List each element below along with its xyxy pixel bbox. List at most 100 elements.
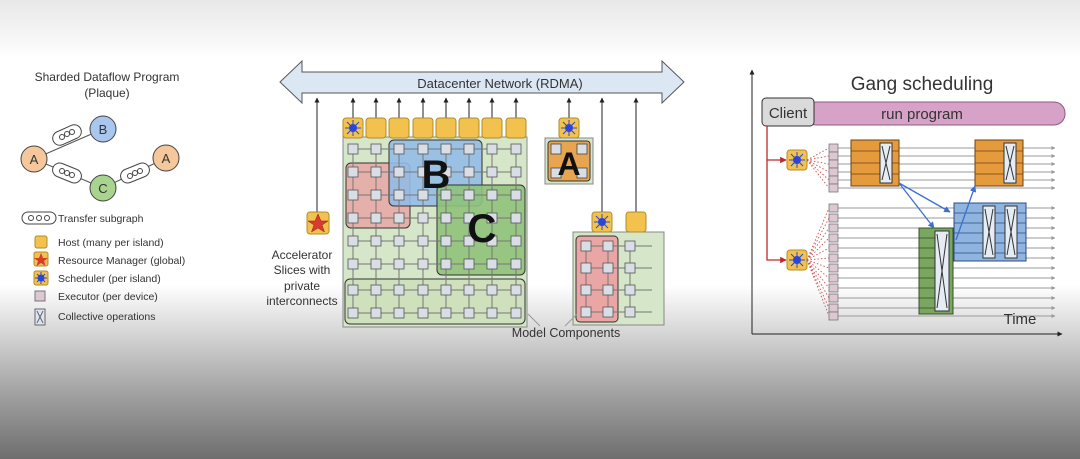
chip-large-0-4	[440, 143, 452, 155]
chip-large-4-3	[417, 235, 429, 247]
accelerator-label-3: private	[284, 279, 320, 293]
top-gradient-band	[0, 0, 1080, 58]
chip-large-5-1	[370, 258, 382, 270]
chip-large-1-6	[486, 166, 498, 178]
chip-small-2-1	[602, 284, 614, 296]
chip-large-1-0	[347, 166, 359, 178]
component-b-label: B	[422, 153, 451, 197]
island-small-host	[625, 211, 647, 233]
fan-top-1	[806, 155, 830, 161]
chip-large-5-7	[510, 258, 522, 270]
program-title-line2: (Plaque)	[84, 86, 129, 100]
resource-manager-host	[306, 211, 330, 235]
client-box	[761, 97, 815, 127]
pointer-left	[527, 313, 541, 327]
dependency-arrows	[898, 182, 977, 241]
chip-large-2-1	[370, 189, 382, 201]
legend-rm-label: Resource Manager (global)	[58, 255, 185, 267]
chip-large-0-7	[510, 143, 522, 155]
fan-bottom-2	[806, 227, 830, 261]
chip-large-2-0	[347, 189, 359, 201]
client-label: Client	[769, 105, 808, 122]
accelerator-label-1: Accelerator	[272, 248, 333, 262]
fan-bottom-4	[806, 247, 830, 261]
node-a-left	[20, 145, 48, 173]
chip-large-1-7	[510, 166, 522, 178]
executor-bottom-0	[828, 203, 839, 213]
fan-bottom-3	[806, 237, 830, 261]
chip-small-3-2	[624, 306, 636, 318]
fan-bottom-9	[806, 259, 830, 299]
island-a-label: A	[557, 146, 580, 182]
chip-large-7-1	[370, 307, 382, 319]
op-orange-2	[974, 139, 1024, 187]
chip-large-3-2	[393, 212, 405, 224]
executor-top-3	[828, 167, 839, 177]
chip-large-0-6	[486, 143, 498, 155]
chip-large-2-4	[440, 189, 452, 201]
chip-small-1-2	[624, 262, 636, 274]
chip-large-4-0	[347, 235, 359, 247]
chip-large-4-5	[463, 235, 475, 247]
chip-large-1-1	[370, 166, 382, 178]
chip-large-4-7	[510, 235, 522, 247]
fan-top-3	[806, 159, 830, 173]
gang-scheduler-2	[786, 249, 808, 271]
chip-small-1-1	[602, 262, 614, 274]
transfer-subgraph-icon	[21, 211, 57, 225]
chip-large-1-5	[463, 166, 475, 178]
executor-top-1	[828, 151, 839, 161]
chip-grid-small	[580, 240, 652, 318]
chip-large-1-2	[393, 166, 405, 178]
chip-large-6-6	[486, 284, 498, 296]
chip-small-0-1	[602, 240, 614, 252]
chip-small-2-0	[580, 284, 592, 296]
chip-large-3-7	[510, 212, 522, 224]
legend: Transfer subgraph Host (many per island)…	[21, 211, 185, 326]
network-label: Datacenter Network (RDMA)	[417, 76, 582, 91]
executor-top-0	[828, 143, 839, 153]
dataflow-program-panel: Sharded Dataflow Program (Plaque) A B C …	[20, 70, 180, 202]
fan-top-0	[806, 147, 830, 161]
fan-bottom-11	[806, 259, 830, 317]
network-panel: Datacenter Network (RDMA) Accelerator Sl…	[266, 59, 685, 340]
legend-executor-label: Executor (per device)	[58, 291, 158, 303]
chip-large-2-2	[393, 189, 405, 201]
chip-large-0-1	[370, 143, 382, 155]
node-c	[89, 174, 117, 202]
chip-large-7-4	[440, 307, 452, 319]
chip-large-3-6	[486, 212, 498, 224]
fan-bottom-8	[806, 259, 830, 289]
executor-bottom-9	[828, 293, 839, 303]
island-a-scheduler	[558, 117, 580, 139]
gang-panel: Gang scheduling run program Client	[749, 69, 1066, 337]
island-small	[572, 211, 665, 326]
chip-large-3-0	[347, 212, 359, 224]
client-dispatch-lower	[766, 126, 787, 264]
chip-grid-large	[347, 143, 522, 319]
fan-bottom-0	[806, 207, 830, 261]
chip-large-5-5	[463, 258, 475, 270]
fan-bottom-6	[806, 259, 830, 269]
executor-bottom-4	[828, 243, 839, 253]
collective-icon	[34, 308, 46, 326]
accelerator-label-2: Slices with	[274, 263, 331, 277]
chip-large-7-7	[510, 307, 522, 319]
host-icon	[34, 235, 48, 249]
fan-top-5	[806, 159, 830, 189]
executor-top-5	[828, 183, 839, 193]
island-large-hosts	[365, 117, 527, 139]
chip-small-0-2	[624, 240, 636, 252]
chip-large-6-7	[510, 284, 522, 296]
fan-bottom-5	[806, 257, 830, 261]
chip-large-6-3	[417, 284, 429, 296]
fan-bottom-1	[806, 217, 830, 261]
scheduler-icon	[33, 270, 49, 286]
node-a-right-label: A	[162, 151, 171, 166]
chip-large-4-1	[370, 235, 382, 247]
chip-large-3-3	[417, 212, 429, 224]
chip-large-7-5	[463, 307, 475, 319]
node-b	[89, 115, 117, 143]
executor-bottom-11	[828, 311, 839, 321]
op-green	[918, 227, 954, 315]
